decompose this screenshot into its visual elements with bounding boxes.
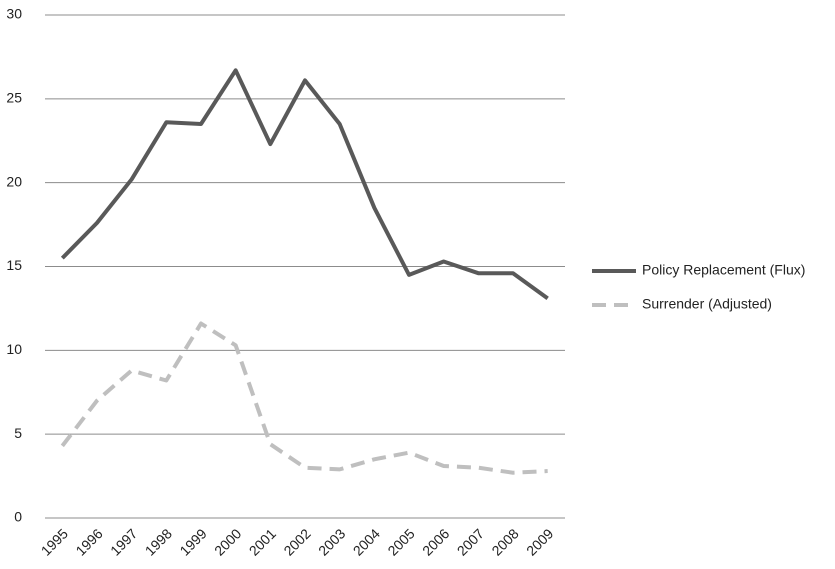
x-tick-label: 1996 (72, 525, 105, 558)
x-tick-label: 1995 (38, 525, 71, 558)
x-tick-label: 1998 (142, 525, 175, 558)
x-tick-label: 1999 (176, 525, 209, 558)
y-tick-label: 10 (6, 341, 22, 357)
x-tick-label: 2009 (523, 525, 556, 558)
x-tick-label: 2002 (280, 525, 313, 558)
legend-label: Surrender (Adjusted) (642, 296, 772, 312)
x-tick-label: 2006 (419, 525, 452, 558)
x-tick-label: 1997 (107, 525, 140, 558)
x-tick-label: 2005 (384, 525, 417, 558)
y-tick-label: 20 (6, 173, 22, 189)
series-line (60, 321, 548, 475)
x-tick-label: 2000 (211, 525, 244, 558)
y-tick-label: 25 (6, 90, 22, 106)
x-tick-label: 2003 (315, 525, 348, 558)
y-tick-label: 15 (6, 257, 22, 273)
x-tick-label: 2001 (246, 525, 279, 558)
y-tick-label: 0 (14, 509, 22, 525)
series-line (60, 68, 549, 300)
x-tick-label: 2008 (488, 525, 521, 558)
y-tick-label: 5 (14, 425, 22, 441)
y-tick-label: 30 (6, 6, 22, 22)
x-tick-label: 2004 (350, 525, 383, 558)
x-tick-label: 2007 (454, 525, 487, 558)
legend-label: Policy Replacement (Flux) (642, 262, 805, 278)
